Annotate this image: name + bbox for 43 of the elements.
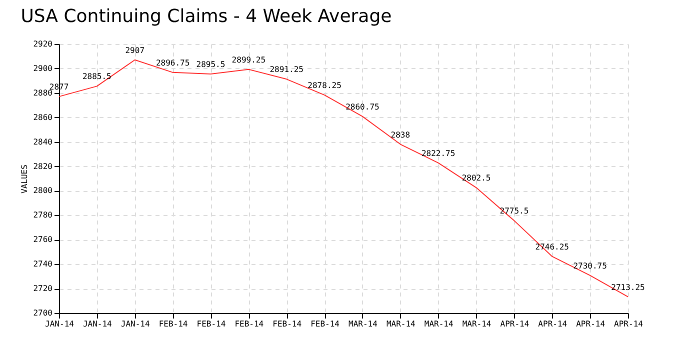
data-label: 2802.5	[462, 174, 491, 183]
y-tick-label: 2840	[33, 137, 53, 146]
x-tick-label: JAN-14	[45, 320, 74, 328]
y-tick-label: 2860	[33, 112, 53, 122]
data-label: 2885.5	[82, 72, 112, 82]
y-tick-label: 2740	[33, 260, 53, 269]
y-tick-label: 2880	[33, 88, 53, 98]
data-label: 2713.25	[611, 282, 646, 292]
x-tick-label: MAR-14	[424, 320, 454, 328]
x-tick-label: JAN-14	[120, 320, 150, 328]
data-label: 2860.75	[346, 102, 380, 112]
x-tick-label: MAR-14	[386, 320, 416, 328]
x-tick-label: FEB-14	[158, 320, 188, 328]
y-tick-label: 2920	[33, 40, 53, 48]
x-tick-label: MAR-14	[462, 320, 492, 328]
x-tick-label: FEB-14	[196, 320, 226, 328]
x-tick-label: FEB-14	[310, 320, 340, 328]
data-label: 2878.25	[308, 81, 342, 90]
data-label: 2822.75	[421, 148, 456, 158]
y-axis-title: VALUES	[20, 164, 30, 194]
x-tick-label: APR-14	[576, 320, 606, 328]
y-tick-label: 2720	[33, 284, 53, 294]
x-tick-label: APR-14	[500, 320, 530, 328]
data-label: 2896.75	[156, 58, 190, 68]
data-label: 2838	[390, 130, 410, 140]
data-label: 2891.25	[270, 65, 304, 74]
y-tick-label: 2800	[33, 186, 53, 196]
y-tick-label: 2820	[33, 162, 53, 171]
data-label: 2895.5	[196, 60, 226, 69]
data-label: 2899.25	[232, 55, 266, 64]
y-tick-label: 2760	[33, 235, 53, 244]
y-tick-label: 2780	[33, 210, 53, 220]
x-tick-label: MAR-14	[348, 320, 378, 328]
x-tick-label: FEB-14	[234, 320, 264, 328]
x-tick-label: APR-14	[614, 320, 644, 328]
y-tick-label: 2900	[33, 64, 53, 73]
data-label: 2730.75	[573, 261, 608, 270]
chart-title: USA Continuing Claims - 4 Week Average	[20, 6, 392, 27]
y-tick-label: 2700	[33, 308, 53, 318]
x-tick-label: APR-14	[538, 320, 568, 328]
data-label: 2907	[125, 46, 145, 55]
x-tick-label: FEB-14	[272, 320, 302, 328]
x-tick-label: JAN-14	[82, 320, 112, 328]
